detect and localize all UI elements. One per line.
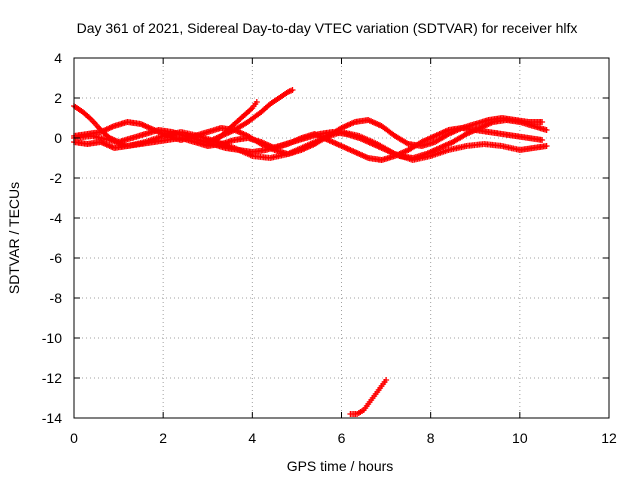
x-tick-label: 2 xyxy=(159,430,167,446)
series-7-markers xyxy=(347,377,390,417)
data-points xyxy=(71,87,550,417)
y-tick-label: 2 xyxy=(54,90,62,106)
y-tick-label: -2 xyxy=(50,170,63,186)
series-7 xyxy=(347,377,390,417)
y-tick-label: 0 xyxy=(54,130,62,146)
series-6-markers xyxy=(213,99,260,143)
y-tick-label: -10 xyxy=(42,330,62,346)
chart-title: Day 361 of 2021, Sidereal Day-to-day VTE… xyxy=(77,20,578,36)
y-tick-labels: 4 2 0 -2 -4 -6 -8 -10 -12 -14 xyxy=(42,50,62,426)
y-tick-label: -8 xyxy=(50,290,63,306)
x-tick-label: 12 xyxy=(601,430,617,446)
grid-lines xyxy=(74,58,609,418)
axis-ticks xyxy=(73,57,610,419)
x-tick-label: 10 xyxy=(512,430,528,446)
x-tick-labels: 0 2 4 6 8 10 12 xyxy=(70,430,617,446)
y-tick-label: -4 xyxy=(50,210,63,226)
x-axis-label: GPS time / hours xyxy=(287,458,394,474)
x-tick-label: 6 xyxy=(338,430,346,446)
series-6 xyxy=(213,99,260,143)
y-tick-label: -6 xyxy=(50,250,63,266)
y-tick-label: -12 xyxy=(42,370,62,386)
x-tick-label: 0 xyxy=(70,430,78,446)
x-tick-label: 8 xyxy=(427,430,435,446)
y-tick-label: 4 xyxy=(54,50,62,66)
x-tick-label: 4 xyxy=(248,430,256,446)
y-axis-label: SDTVAR / TECUs xyxy=(6,182,22,294)
y-tick-label: -14 xyxy=(42,410,62,426)
